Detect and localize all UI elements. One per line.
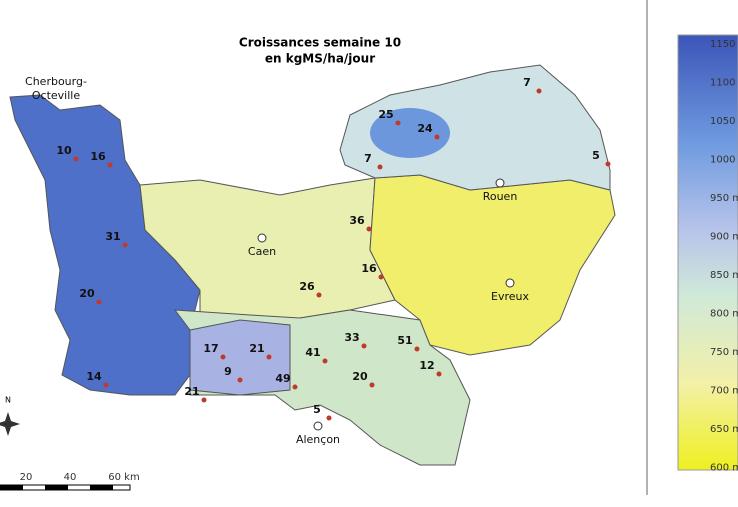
sample-point — [237, 377, 243, 383]
sample-point — [220, 354, 226, 360]
sample-point — [201, 397, 207, 403]
sample-point — [414, 346, 420, 352]
title: en kgMS/ha/jour — [265, 52, 375, 66]
legend-labels: 1150 1100 1050 1000 950 m 900 m 850 m 800 m 750 … — [710, 39, 738, 474]
legend-bar — [677, 34, 738, 471]
point-label: 16 — [361, 262, 377, 275]
legend-label: 950 m — [710, 193, 738, 204]
point-label: 7 — [364, 152, 372, 165]
sample-point — [316, 292, 322, 298]
city-label: Caen — [248, 245, 276, 258]
city-label: Rouen — [483, 190, 518, 203]
regions — [9, 64, 616, 466]
point-label: 5 — [592, 149, 600, 162]
legend-label: 850 m — [710, 270, 738, 281]
scale-bar: 20 40 60 km — [0, 472, 140, 491]
legend-label: 700 m — [710, 386, 738, 397]
point-label: 5 — [313, 403, 321, 416]
point-label: 10 — [56, 144, 72, 157]
point-label: 25 — [378, 108, 393, 121]
legend-label: 750 m — [710, 347, 738, 358]
point-label: 20 — [352, 370, 368, 383]
point-label: 26 — [299, 280, 315, 293]
sample-point — [122, 242, 128, 248]
scale-label: 20 — [20, 472, 33, 483]
point-label: 24 — [417, 122, 433, 135]
city-label: Evreux — [491, 290, 529, 303]
sample-point — [266, 354, 272, 360]
point-label: 49 — [275, 372, 290, 385]
sample-point — [361, 343, 367, 349]
city-label: Octeville — [32, 89, 80, 102]
sample-point — [292, 384, 298, 390]
point-label: 9 — [224, 365, 232, 378]
sample-point — [436, 371, 442, 377]
point-label: 20 — [79, 287, 95, 300]
legend-label: 1000 — [710, 155, 735, 166]
point-label: 12 — [419, 359, 434, 372]
sample-point — [377, 164, 383, 170]
sample-point — [434, 134, 440, 140]
point-label: 7 — [523, 76, 531, 89]
legend-label: 900 m — [710, 232, 738, 243]
point-label: 33 — [344, 331, 359, 344]
sample-point — [605, 161, 611, 167]
sample-point — [369, 382, 375, 388]
city-label: Alençon — [296, 433, 340, 446]
point-label: 16 — [90, 150, 106, 163]
point-label: 31 — [105, 230, 120, 243]
point-label: 41 — [305, 346, 320, 359]
point-label: 21 — [249, 342, 264, 355]
legend-label: 650 m — [710, 424, 738, 435]
sample-point — [536, 88, 542, 94]
city-marker — [505, 278, 515, 288]
title: Croissances semaine 10 — [239, 36, 401, 50]
point-label: 21 — [184, 385, 199, 398]
city-marker — [495, 178, 505, 188]
sample-point — [103, 382, 109, 388]
city-label: Cherbourg- — [25, 75, 87, 88]
legend-label: 800 m — [710, 309, 738, 320]
city-marker — [257, 233, 267, 243]
sample-point — [326, 415, 332, 421]
points: 7 25 24 7 5 10 16 31 36 16 26 20 33 51 17 21 9 41 49 20 12 14… — [56, 76, 611, 421]
compass-label: N — [5, 396, 11, 405]
legend-label: 1150 — [710, 39, 735, 50]
cities: Cherbourg-Octeville Caen Rouen Evreux Alenço… — [25, 75, 529, 446]
point-label: 36 — [349, 214, 365, 227]
sample-point — [107, 162, 113, 168]
sample-point — [378, 274, 384, 280]
sample-point — [366, 226, 372, 232]
scale-label: 60 km — [108, 472, 139, 483]
sample-point — [73, 156, 79, 162]
sample-point — [322, 358, 328, 364]
legend-label: 1050 — [710, 116, 735, 127]
legend-label: 600 m — [710, 463, 738, 474]
sample-point — [96, 299, 102, 305]
point-label: 14 — [86, 370, 102, 383]
scale-label: 40 — [64, 472, 77, 483]
point-label: 51 — [397, 334, 412, 347]
sample-point — [395, 120, 401, 126]
city-marker — [313, 421, 323, 431]
legend-label: 1100 — [710, 78, 735, 89]
compass: N — [0, 396, 20, 436]
point-label: 17 — [203, 342, 218, 355]
